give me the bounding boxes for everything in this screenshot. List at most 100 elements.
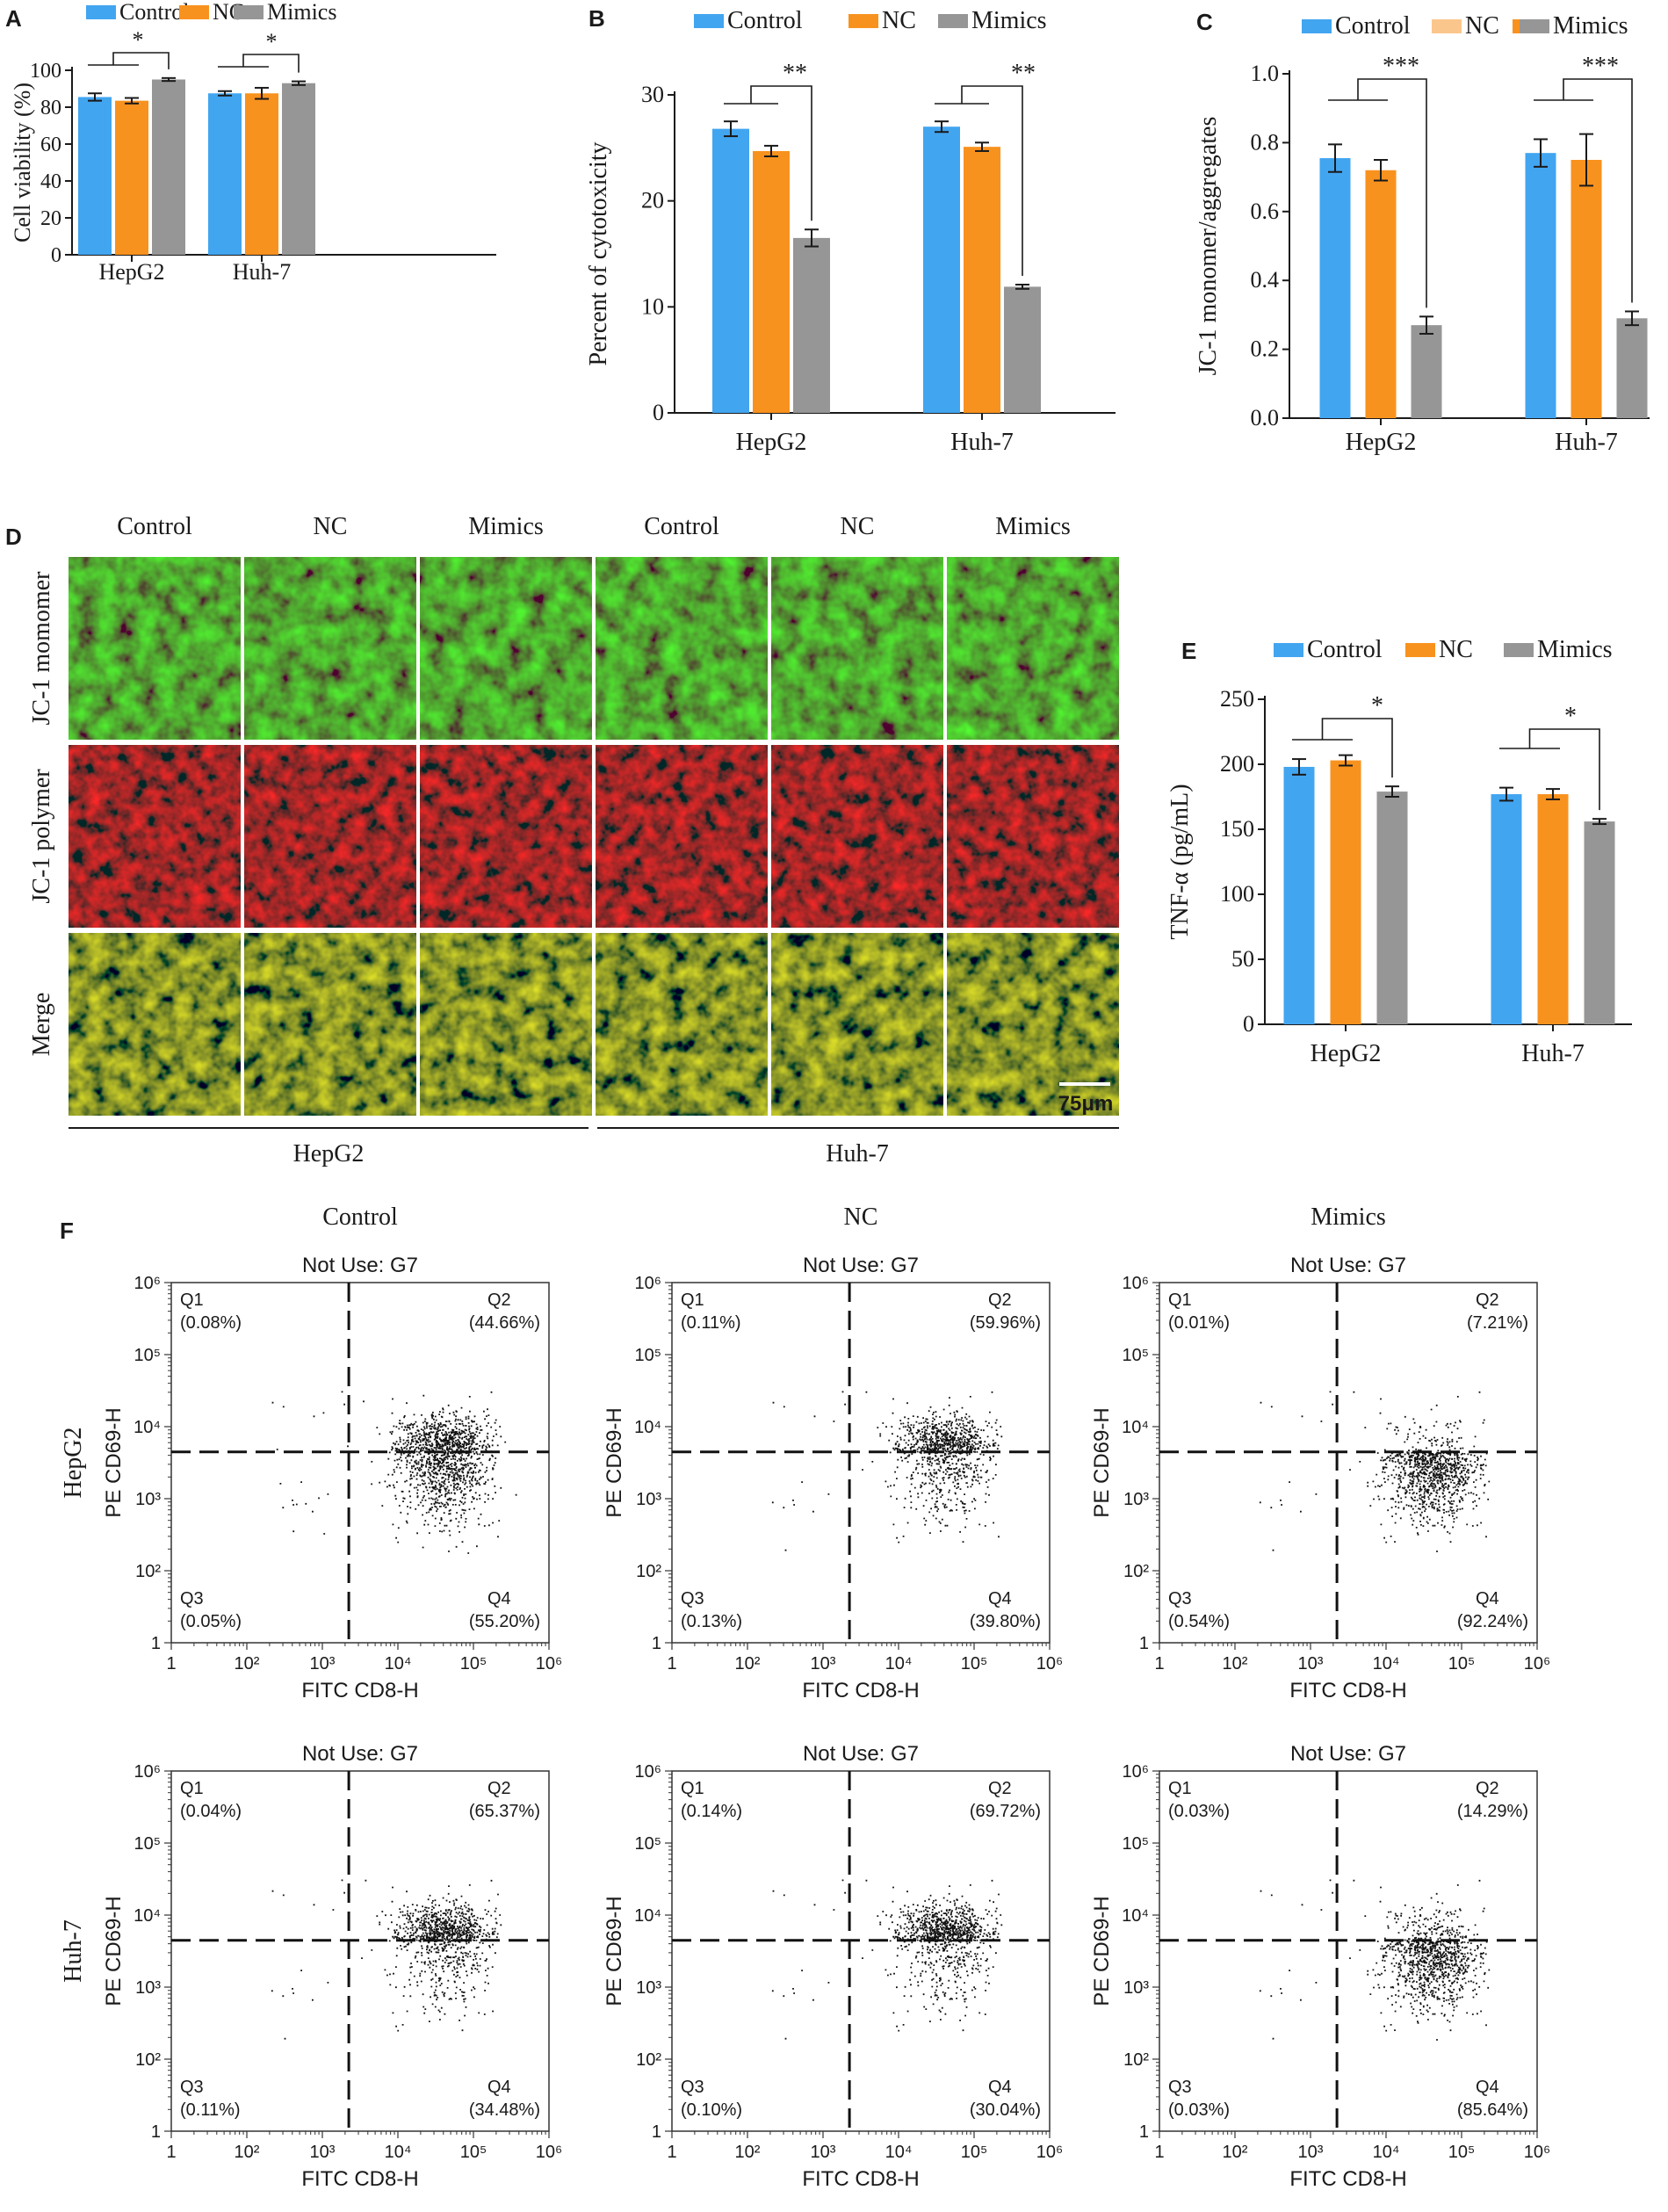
flow-quadrant-name: Q1 xyxy=(180,1290,204,1310)
bar-chart-jc1-ratio: Control NC Mimics 0.0 0.2 0.4 0.6 0.8 1.0 JC-1 mo… xyxy=(1195,12,1650,456)
flow-y-tick-label: 1 xyxy=(151,1634,161,1653)
flow-quadrant-name: Q2 xyxy=(487,1779,511,1798)
flow-y-tick-label: 1 xyxy=(652,1634,661,1653)
y-tick-label: 0.2 xyxy=(1251,336,1280,362)
y-tick-label: 0.0 xyxy=(1251,405,1280,430)
bar-mimics xyxy=(282,83,315,255)
micrograph-tile xyxy=(947,557,1119,740)
flow-x-axis-label: FITC CD8-H xyxy=(301,2167,418,2191)
legend-label-mimics: Mimics xyxy=(267,0,336,25)
sig-bracket xyxy=(1357,78,1427,308)
category-label: Huh-7 xyxy=(950,429,1014,456)
sig-bracket xyxy=(112,52,170,69)
micrograph-tile xyxy=(69,745,241,928)
flow-plot: Not Use: G7 11 10² 10² 10³ 10³ 10⁴ 10⁴ 10⁵ 10⁵ 10⁶… xyxy=(1090,1742,1550,2191)
y-tick-label: 0 xyxy=(51,244,61,267)
group-label: Huh-7 xyxy=(826,1140,889,1167)
flow-plot-title: Not Use: G7 xyxy=(302,1254,418,1277)
flow-y-tick-label: 10³ xyxy=(1123,1978,1149,1998)
flow-x-tick-label: 1 xyxy=(1154,1654,1164,1673)
flow-x-tick-label: 10³ xyxy=(1298,1654,1324,1673)
flow-y-tick-label: 10⁴ xyxy=(634,1906,661,1926)
flow-y-tick-label: 10² xyxy=(636,2050,661,2070)
category-label: Huh-7 xyxy=(233,259,291,285)
flow-quadrant-name: Q2 xyxy=(988,1779,1012,1798)
flow-quadrant-name: Q2 xyxy=(487,1290,511,1310)
flow-y-tick-label: 10³ xyxy=(1123,1490,1149,1509)
flow-x-tick-label: 10³ xyxy=(811,2143,836,2162)
flow-x-axis-label: FITC CD8-H xyxy=(802,1679,919,1702)
flow-x-axis-label: FITC CD8-H xyxy=(301,1679,418,1702)
sig-bracket xyxy=(1321,718,1393,778)
legend-swatch-control xyxy=(1274,643,1303,657)
flow-quadrant-percent: (59.96%) xyxy=(970,1313,1041,1333)
flow-y-tick-label: 10⁶ xyxy=(134,1274,161,1293)
flow-x-tick-label: 10⁶ xyxy=(1524,2143,1550,2162)
flow-plot-title: Not Use: G7 xyxy=(302,1742,418,1766)
flow-quadrant-name: Q1 xyxy=(1168,1779,1192,1798)
micrograph-tile xyxy=(596,933,768,1116)
bar-mimics xyxy=(1376,792,1408,1024)
flow-x-tick-label: 10⁵ xyxy=(460,1654,487,1673)
flow-x-tick-label: 10³ xyxy=(811,1654,836,1673)
legend-label-nc: NC xyxy=(1439,636,1473,663)
legend-label-mimics: Mimics xyxy=(971,7,1047,34)
flow-quadrant-percent: (0.13%) xyxy=(681,1612,742,1631)
sig-bracket xyxy=(1528,728,1600,811)
flow-y-tick-label: 10² xyxy=(135,1562,161,1581)
flow-quadrant-percent: (0.10%) xyxy=(681,2100,742,2120)
flow-quadrant-name: Q1 xyxy=(681,1290,704,1310)
significance-marker: * xyxy=(266,29,278,54)
bar-mimics xyxy=(1004,286,1041,413)
legend-swatch-control xyxy=(86,5,116,19)
category-label: Huh-7 xyxy=(1521,1040,1585,1067)
bar-mimics xyxy=(1411,325,1442,418)
bar-mimics xyxy=(1584,821,1615,1024)
flow-event-dots xyxy=(271,1391,517,1554)
flow-quadrant-percent: (14.29%) xyxy=(1457,1802,1528,1821)
flow-y-tick-label: 10⁴ xyxy=(634,1418,661,1437)
flow-x-tick-label: 10⁶ xyxy=(1036,1654,1063,1673)
flow-x-tick-label: 10⁵ xyxy=(460,2143,487,2162)
image-row-label: JC-1 polymer xyxy=(28,769,55,904)
flow-quadrant-name: Q4 xyxy=(487,2078,511,2097)
flow-x-tick-label: 10⁵ xyxy=(961,1654,988,1673)
y-tick-label: 30 xyxy=(641,82,664,107)
micrograph-tile xyxy=(244,745,416,928)
legend-swatch-mimics xyxy=(1504,643,1534,657)
flow-x-tick-label: 10² xyxy=(235,1654,260,1673)
flow-y-axis-label: PE CD69-H xyxy=(102,1896,126,2006)
y-tick-label: 0.6 xyxy=(1251,199,1280,224)
flow-quadrant-percent: (0.11%) xyxy=(180,2100,241,2120)
flow-y-axis-label: PE CD69-H xyxy=(1090,1896,1114,2006)
flow-quadrant-name: Q3 xyxy=(1168,1589,1192,1608)
category-label: HepG2 xyxy=(1311,1040,1382,1067)
flow-plot-title: Not Use: G7 xyxy=(803,1742,919,1766)
flow-quadrant-percent: (30.04%) xyxy=(970,2100,1041,2120)
flow-quadrant-name: Q2 xyxy=(1476,1779,1499,1798)
bar-control xyxy=(1319,158,1351,419)
flow-plot: Not Use: G7 11 10² 10² 10³ 10³ 10⁴ 10⁴ 10⁵ 10⁵ 10⁶… xyxy=(1090,1254,1550,1702)
flow-quadrant-name: Q1 xyxy=(681,1779,704,1798)
legend-swatch-nc xyxy=(179,5,209,19)
flow-x-tick-label: 10⁵ xyxy=(1448,2143,1476,2162)
image-column-label: Mimics xyxy=(995,513,1071,540)
bar-control xyxy=(208,93,242,255)
legend-swatch-nc xyxy=(1405,643,1435,657)
flow-quadrant-name: Q4 xyxy=(1476,2078,1499,2097)
legend-label-control: Control xyxy=(119,0,189,25)
panel-letter-e: E xyxy=(1181,638,1196,664)
panel-letter-b: B xyxy=(588,5,605,32)
legend-label-mimics: Mimics xyxy=(1553,12,1628,40)
legend-label-control: Control xyxy=(1335,12,1411,40)
y-tick-label: 80 xyxy=(40,97,61,119)
panel-letter-d: D xyxy=(5,524,22,550)
significance-marker: * xyxy=(133,27,144,53)
significance-marker: ** xyxy=(1011,60,1036,87)
legend-swatch-extra xyxy=(1513,19,1520,33)
flow-plot-title: Not Use: G7 xyxy=(1290,1742,1406,1766)
legend-label-control: Control xyxy=(727,7,803,34)
group-label: HepG2 xyxy=(293,1140,365,1167)
legend-label-nc: NC xyxy=(882,7,916,34)
